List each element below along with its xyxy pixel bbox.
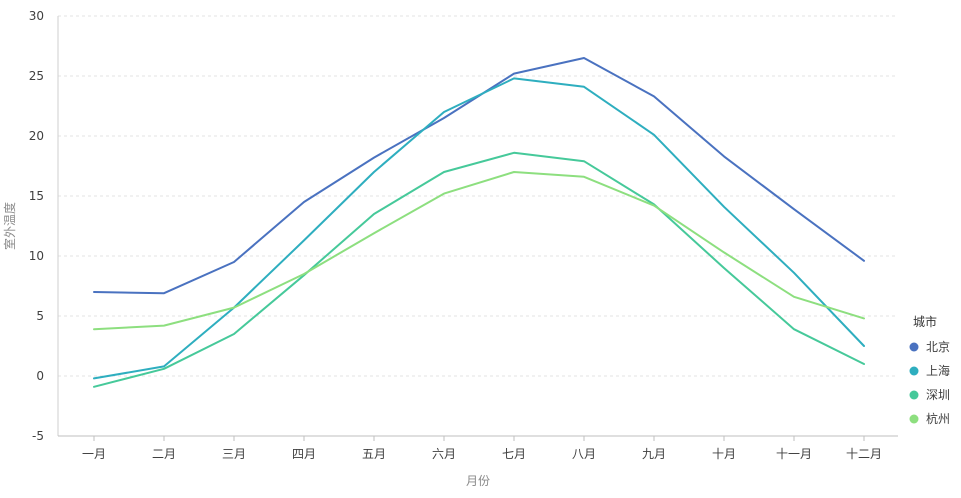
- y-tick-label: 25: [29, 69, 44, 83]
- legend-title: 城市: [913, 314, 937, 329]
- x-tick-label: 七月: [502, 447, 526, 461]
- y-tick-label: 0: [36, 369, 44, 383]
- x-tick-label: 九月: [642, 447, 666, 461]
- legend-label: 上海: [926, 363, 950, 378]
- y-axis-title: 室外温度: [2, 202, 17, 250]
- x-tick-label: 八月: [572, 447, 596, 461]
- y-tick-label: 20: [29, 129, 44, 143]
- series-line-1: [93, 77, 865, 380]
- x-tick-label: 四月: [292, 447, 316, 461]
- series-line-3: [93, 171, 865, 331]
- x-tick-label: 三月: [222, 447, 246, 461]
- legend-label: 杭州: [926, 411, 950, 426]
- x-tick-labels: 一月 二月 三月 四月 五月 六月 七月 八月 九月 十月 十一月 十二月: [82, 436, 882, 461]
- x-tick-label: 五月: [362, 447, 386, 461]
- series-lines: [93, 57, 865, 388]
- y-tick-label: -5: [32, 429, 44, 443]
- y-tick-label: 10: [29, 249, 44, 263]
- legend-marker: [909, 366, 919, 376]
- legend-marker: [909, 414, 919, 424]
- axis-layer: [57, 16, 898, 437]
- y-tick-label: 15: [29, 189, 44, 203]
- x-tick-label: 二月: [152, 447, 176, 461]
- legend-marker: [909, 342, 919, 352]
- series-line-2: [93, 151, 865, 388]
- legend-label: 北京: [926, 340, 950, 354]
- grid-layer: [58, 15, 898, 377]
- series-line-0: [93, 57, 865, 295]
- x-tick-label: 十月: [712, 447, 736, 461]
- y-tick-label: 30: [29, 9, 44, 23]
- x-tick-label: 十一月: [776, 447, 812, 461]
- legend-label: 深圳: [926, 388, 950, 402]
- legend-marker: [909, 390, 919, 400]
- y-tick-labels: -5 0 5 10 15 20 25 30: [29, 9, 44, 443]
- x-tick-label: 六月: [432, 447, 456, 461]
- x-tick-label: 十二月: [846, 447, 882, 461]
- y-tick-label: 5: [36, 309, 44, 323]
- x-axis-title: 月份: [466, 474, 490, 488]
- x-tick-label: 一月: [82, 447, 106, 461]
